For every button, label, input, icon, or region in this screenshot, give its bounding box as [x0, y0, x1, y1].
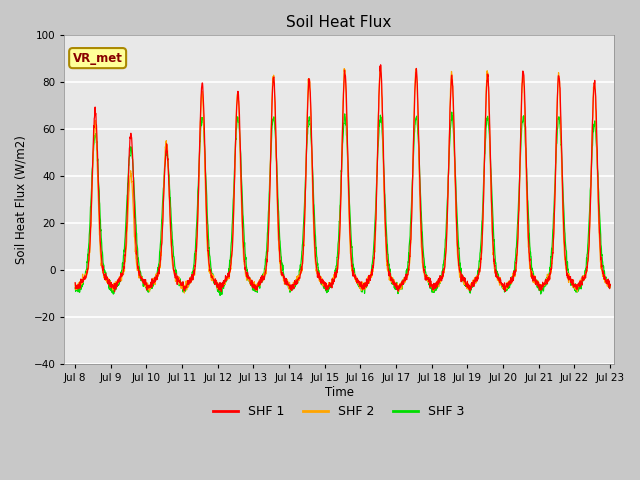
SHF 3 — [71, 285, 79, 291]
Text: VR_met: VR_met — [73, 52, 123, 65]
SHF 3 — [574, 288, 582, 294]
SHF 2 — [370, 257, 378, 263]
SHF 3 — [559, 195, 567, 201]
SHF 1 — [370, 259, 378, 264]
SHF 3 — [606, 284, 614, 290]
Y-axis label: Soil Heat Flux (W/m2): Soil Heat Flux (W/m2) — [15, 135, 28, 264]
SHF 2 — [606, 285, 614, 290]
SHF 1 — [606, 283, 614, 288]
SHF 1 — [574, 281, 582, 287]
SHF 1 — [221, 280, 228, 286]
SHF 2 — [180, 290, 188, 296]
SHF 2 — [574, 283, 582, 289]
SHF 2 — [71, 281, 79, 287]
Legend: SHF 1, SHF 2, SHF 3: SHF 1, SHF 2, SHF 3 — [208, 400, 470, 423]
SHF 1 — [499, 282, 506, 288]
SHF 2 — [376, 63, 384, 69]
SHF 1 — [559, 210, 567, 216]
Line: SHF 3: SHF 3 — [75, 112, 610, 295]
Line: SHF 1: SHF 1 — [75, 65, 610, 292]
SHF 1 — [358, 282, 366, 288]
SHF 2 — [499, 281, 506, 287]
SHF 3 — [370, 244, 378, 250]
SHF 3 — [358, 289, 366, 295]
SHF 3 — [448, 109, 456, 115]
SHF 3 — [216, 292, 224, 298]
X-axis label: Time: Time — [324, 385, 353, 398]
SHF 2 — [559, 224, 567, 230]
SHF 1 — [71, 280, 79, 286]
SHF 2 — [358, 279, 366, 285]
SHF 1 — [111, 289, 118, 295]
SHF 3 — [499, 284, 506, 289]
Line: SHF 2: SHF 2 — [75, 66, 610, 293]
SHF 3 — [221, 279, 228, 285]
SHF 2 — [221, 278, 228, 284]
SHF 1 — [377, 62, 385, 68]
Title: Soil Heat Flux: Soil Heat Flux — [286, 15, 392, 30]
